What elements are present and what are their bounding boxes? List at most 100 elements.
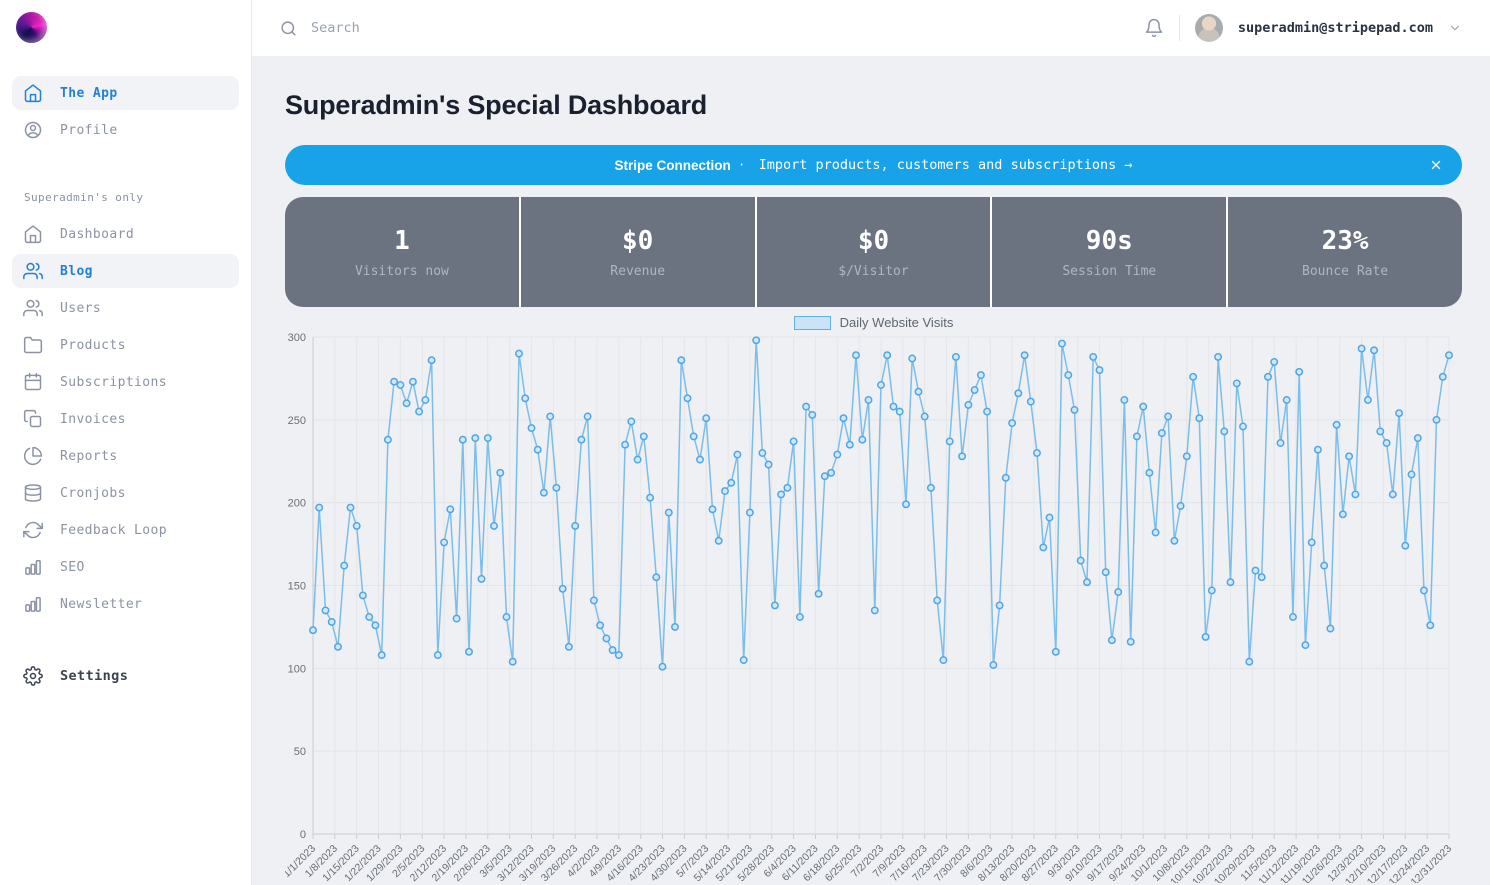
- sidebar-item-newsletter[interactable]: Newsletter: [12, 587, 239, 621]
- chart-point: [527, 424, 536, 433]
- chart-point: [1164, 412, 1173, 421]
- sidebar-item-the-app[interactable]: The App: [12, 76, 239, 110]
- stat-value: $0: [857, 225, 890, 256]
- chart-point: [1226, 578, 1235, 587]
- chart-point: [1045, 513, 1054, 522]
- sidebar-item-label: Subscriptions: [60, 374, 167, 390]
- chart-point: [1239, 422, 1247, 431]
- chart-point: [465, 647, 473, 656]
- chevron-down-icon[interactable]: [1448, 21, 1462, 35]
- sidebar-item-invoices[interactable]: Invoices: [12, 402, 239, 436]
- sidebar-item-reports[interactable]: Reports: [12, 439, 239, 473]
- chart-point: [889, 402, 898, 411]
- y-tick-label: 100: [288, 663, 306, 675]
- chart-point: [396, 381, 405, 389]
- sidebar-item-users[interactable]: Users: [12, 291, 239, 325]
- sidebar-item-feedback-loop[interactable]: Feedback Loop: [12, 513, 239, 547]
- sidebar: The App Profile Superadmin's only Dashboa…: [0, 0, 252, 885]
- sidebar-item-dashboard[interactable]: Dashboard: [12, 217, 239, 251]
- chart-point: [1139, 402, 1148, 411]
- chart-point: [533, 445, 542, 454]
- chart-point: [596, 621, 605, 630]
- chart-point: [1395, 409, 1404, 418]
- chart-point: [1051, 647, 1060, 656]
- chart-point: [1413, 434, 1422, 443]
- chart-point: [1232, 379, 1241, 388]
- chart-point: [1189, 372, 1198, 381]
- sidebar-item-blog[interactable]: Blog: [12, 254, 239, 288]
- stat-card-session-time: 90s Session Time: [992, 197, 1227, 307]
- chart-point: [1089, 352, 1098, 361]
- chart-point: [433, 651, 442, 660]
- chart-point: [814, 589, 823, 598]
- chart-point: [352, 521, 361, 530]
- chart-point: [833, 450, 842, 459]
- stat-label: Bounce Rate: [1302, 263, 1389, 279]
- chart-point: [490, 521, 498, 530]
- user-email[interactable]: superadmin@stripepad.com: [1237, 20, 1433, 36]
- chart-point: [739, 656, 748, 665]
- sidebar-item-label: Feedback Loop: [60, 522, 167, 538]
- chart-point: [664, 508, 673, 517]
- chart-point: [920, 412, 929, 421]
- banner-close-button[interactable]: [1424, 153, 1448, 177]
- sidebar-item-seo[interactable]: SEO: [12, 550, 239, 584]
- chart-point: [1357, 344, 1366, 353]
- chart-point: [683, 394, 692, 403]
- sidebar-item-subscriptions[interactable]: Subscriptions: [12, 365, 239, 399]
- chart-point: [608, 646, 617, 655]
- chart-point: [365, 613, 374, 621]
- chart-point: [1276, 439, 1285, 447]
- main-content: Superadmin's Special Dashboard Stripe Co…: [252, 57, 1490, 885]
- chart-point: [346, 503, 355, 512]
- chart-point: [951, 352, 960, 361]
- stat-card-visitors-now: 1 Visitors now: [285, 197, 519, 307]
- chart-point: [902, 500, 910, 509]
- chart-point: [1338, 510, 1347, 519]
- chart-point: [777, 490, 786, 499]
- sidebar-item-profile[interactable]: Profile: [12, 113, 239, 147]
- chart-point: [452, 614, 461, 623]
- banner-title: Stripe Connection: [614, 157, 731, 173]
- home-icon: [23, 83, 43, 103]
- chart-point: [677, 356, 686, 365]
- chart-point: [802, 402, 811, 411]
- search-box[interactable]: [280, 20, 1144, 37]
- stats-row: 1 Visitors now $0 Revenue $0 $/Visitor 90s Sess…: [285, 197, 1462, 307]
- chart-point: [458, 435, 467, 444]
- avatar[interactable]: [1194, 14, 1223, 42]
- chart-point: [1195, 414, 1204, 423]
- chart-legend[interactable]: Daily Website Visits: [285, 315, 1462, 330]
- topbar: superadmin@stripepad.com: [252, 0, 1490, 57]
- notifications-button[interactable]: [1144, 18, 1164, 38]
- chart-point: [477, 574, 486, 583]
- chart-point: [845, 440, 854, 449]
- chart-point: [1351, 490, 1360, 499]
- chart-point: [539, 488, 548, 497]
- chart-point: [1214, 352, 1223, 361]
- app-logo[interactable]: [16, 12, 47, 43]
- sidebar-item-settings[interactable]: Settings: [12, 659, 239, 693]
- stat-label: $/Visitor: [838, 263, 909, 279]
- chart-point: [321, 606, 330, 615]
- chart-point: [995, 601, 1004, 610]
- users-icon: [23, 298, 43, 318]
- chart-point: [502, 613, 511, 621]
- search-input[interactable]: [311, 20, 731, 36]
- chart-point: [377, 651, 386, 660]
- chart-point: [421, 396, 430, 404]
- chart-point: [1270, 357, 1279, 366]
- home-icon: [23, 224, 43, 244]
- chart-point: [764, 460, 773, 469]
- chart-point: [1301, 641, 1310, 650]
- chart-point: [508, 657, 517, 666]
- sidebar-item-cronjobs[interactable]: Cronjobs: [12, 476, 239, 510]
- banner-import-link[interactable]: Import products, customers and subscript…: [758, 157, 1133, 173]
- sidebar-item-products[interactable]: Products: [12, 328, 239, 362]
- chart-point: [1064, 371, 1073, 380]
- chart-point: [1114, 588, 1123, 597]
- search-icon: [281, 20, 296, 36]
- chart-point: [1332, 420, 1341, 429]
- chart-point: [602, 634, 611, 643]
- chart-point: [671, 622, 679, 631]
